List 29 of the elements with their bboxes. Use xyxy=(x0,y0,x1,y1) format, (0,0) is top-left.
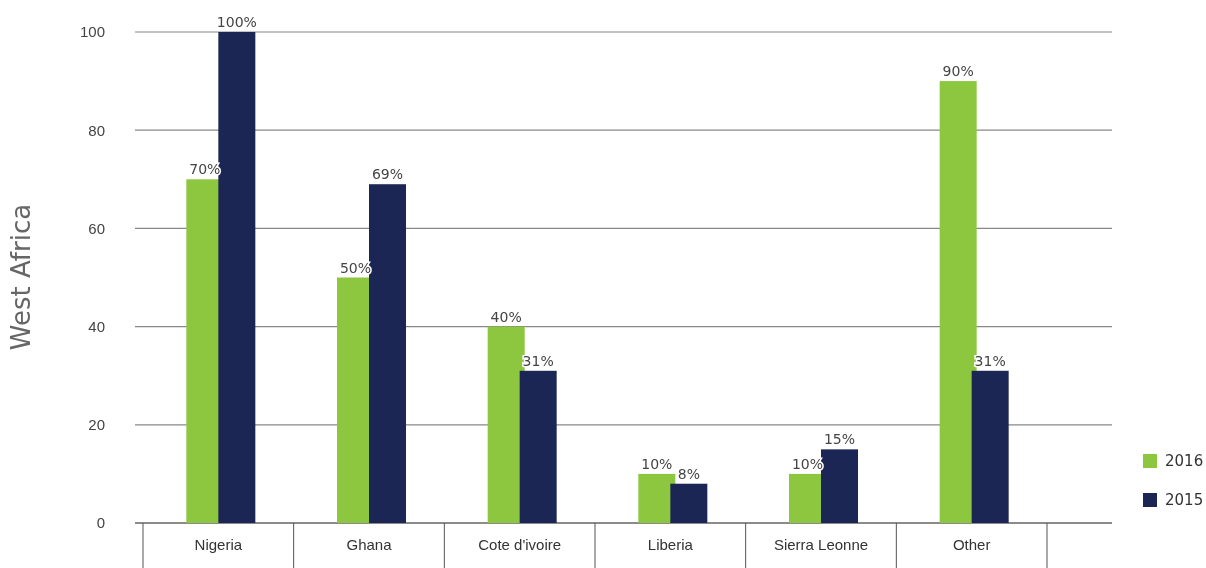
y-tick-label: 80 xyxy=(88,121,105,139)
x-tick-label: Other xyxy=(952,536,991,553)
bar xyxy=(939,81,977,523)
bar xyxy=(670,483,708,523)
bar xyxy=(519,370,557,523)
bar xyxy=(218,32,256,523)
y-tick-label: 20 xyxy=(88,416,105,434)
bar xyxy=(369,184,406,523)
bar xyxy=(971,370,1009,523)
data-label: 15% xyxy=(823,431,856,448)
y-tick-label: 100 xyxy=(79,23,105,41)
data-label: 10% xyxy=(641,455,673,472)
data-label: 100% xyxy=(216,14,257,30)
legend-label: 2016 xyxy=(1165,452,1204,470)
x-tick-label: Cote d'ivoire xyxy=(478,536,562,553)
bar xyxy=(821,449,858,523)
x-tick-label: Sierra Leonne xyxy=(773,536,869,553)
y-tick-label: 0 xyxy=(96,514,105,532)
y-tick-label: 40 xyxy=(88,317,105,335)
data-label: 90% xyxy=(942,63,974,80)
y-axis-title: West Africa xyxy=(6,203,36,351)
legend-label: 2015 xyxy=(1165,491,1204,509)
y-tick-label: 60 xyxy=(88,219,105,237)
data-label: 69% xyxy=(371,166,404,183)
data-label: 8% xyxy=(677,465,700,482)
data-label: 40% xyxy=(490,308,522,325)
x-tick-label: Liberia xyxy=(647,536,694,553)
x-tick-label: Ghana xyxy=(346,536,393,553)
x-tick-label: Nigeria xyxy=(194,536,243,553)
